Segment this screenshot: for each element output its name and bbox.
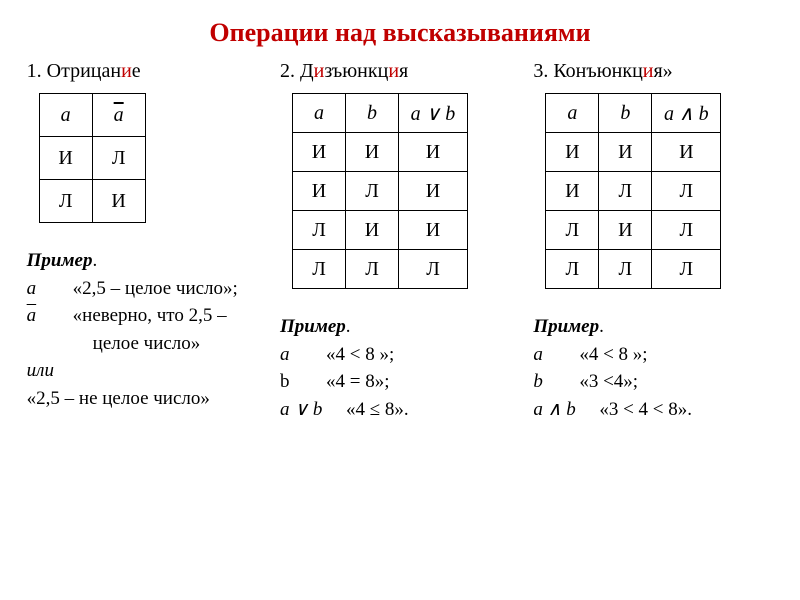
t3-r1r: Л [652, 172, 721, 211]
ex1-na-sym: a [27, 302, 73, 330]
col-negation: 1. Отрицание a a И Л Л И Пример. a «2,5 … [27, 60, 267, 423]
ex3-b-sym: b [533, 368, 579, 396]
t3-h-op: a ∧ b [652, 94, 721, 133]
t3-h-b: b [599, 94, 652, 133]
t1-r0-a: И [39, 137, 92, 180]
t2-r2r: И [398, 211, 467, 250]
example1: Пример. a «2,5 – целое число»; a «неверн… [27, 247, 267, 412]
ex1-or: или [27, 357, 267, 385]
t1-r1-a: Л [39, 180, 92, 223]
t2-h-a: a [292, 94, 345, 133]
t2-r1a: И [292, 172, 345, 211]
ex3-a-txt: «4 < 8 »; [579, 341, 647, 369]
t3-r0b: И [599, 133, 652, 172]
ex2-a-sym: a [280, 341, 326, 369]
table-conjunction: a b a ∧ b ИИИ ИЛЛ ЛИЛ ЛЛЛ [545, 93, 721, 289]
t2-r3a: Л [292, 250, 345, 289]
s1-red: и [121, 60, 132, 82]
t3-r3b: Л [599, 250, 652, 289]
example3: Пример. a «4 < 8 »; b «3 <4»; a ∧ b «3 <… [533, 313, 773, 423]
t2-r3b: Л [345, 250, 398, 289]
ex2-b-txt: «4 = 8»; [326, 368, 390, 396]
col-conjunction: 3. Конъюнкция» a b a ∧ b ИИИ ИЛЛ ЛИЛ ЛЛЛ… [533, 60, 773, 423]
ex3-r-sym: a ∧ b [533, 396, 599, 424]
t3-r1b: Л [599, 172, 652, 211]
ex3-a-sym: a [533, 341, 579, 369]
t3-r1a: И [546, 172, 599, 211]
t2-r2b: И [345, 211, 398, 250]
s2-pre: 2. Д [280, 60, 314, 82]
ex3-r-txt: «3 < 4 < 8». [599, 396, 692, 424]
t1-r0-na: Л [92, 137, 145, 180]
col-disjunction: 2. Дизъюнкция a b a ∨ b ИИИ ИЛИ ЛИИ ЛЛЛ … [280, 60, 520, 423]
ex2-r-txt: «4 ≤ 8». [346, 396, 409, 424]
columns-wrapper: 1. Отрицание a a И Л Л И Пример. a «2,5 … [0, 60, 800, 423]
s3-post: я» [653, 60, 672, 82]
t3-r2b: И [599, 211, 652, 250]
section1-label: 1. Отрицание [27, 60, 267, 83]
t2-h-op: a ∨ b [398, 94, 467, 133]
s1-pre: 1. Отрицан [27, 60, 121, 82]
ex1-a-txt: «2,5 – целое число»; [73, 275, 238, 303]
t3-r2r: Л [652, 211, 721, 250]
t2-r2a: Л [292, 211, 345, 250]
page-title: Операции над высказываниями [0, 0, 800, 60]
example2: Пример. a «4 < 8 »; b «4 = 8»; a ∨ b «4 … [280, 313, 520, 423]
ex1-na-txt2: целое число» [73, 330, 201, 358]
section2-label: 2. Дизъюнкция [280, 60, 520, 83]
t1-h-a: a [39, 94, 92, 137]
t3-r2a: Л [546, 211, 599, 250]
ex1-alt: «2,5 – не целое число» [27, 385, 267, 413]
t3-h-a: a [546, 94, 599, 133]
ex2-label: Пример [280, 316, 346, 337]
t2-h-b: b [345, 94, 398, 133]
t3-r3r: Л [652, 250, 721, 289]
ex3-label: Пример [533, 316, 599, 337]
ex1-na-txt1: «неверно, что 2,5 – [73, 302, 227, 330]
s2-red1: и [314, 60, 325, 82]
t2-r1r: И [398, 172, 467, 211]
s2-red2: и [388, 60, 399, 82]
table-negation: a a И Л Л И [39, 93, 146, 223]
t2-r3r: Л [398, 250, 467, 289]
t2-r0a: И [292, 133, 345, 172]
t2-r0r: И [398, 133, 467, 172]
ex2-b-sym: b [280, 368, 326, 396]
s2-post: я [399, 60, 408, 82]
ex2-a-txt: «4 < 8 »; [326, 341, 394, 369]
s2-mid: зъюнкц [324, 60, 388, 82]
s3-pre: 3. Конъюнкц [533, 60, 642, 82]
table-disjunction: a b a ∨ b ИИИ ИЛИ ЛИИ ЛЛЛ [292, 93, 468, 289]
t2-r1b: Л [345, 172, 398, 211]
t3-r3a: Л [546, 250, 599, 289]
ex2-r-sym: a ∨ b [280, 396, 346, 424]
t1-h-nota: a [92, 94, 145, 137]
s1-post: е [132, 60, 141, 82]
section3-label: 3. Конъюнкция» [533, 60, 773, 83]
ex3-b-txt: «3 <4»; [579, 368, 638, 396]
t3-r0a: И [546, 133, 599, 172]
t2-r0b: И [345, 133, 398, 172]
t3-r0r: И [652, 133, 721, 172]
s3-red: и [643, 60, 654, 82]
ex1-label: Пример [27, 250, 93, 271]
ex1-a-sym: a [27, 275, 73, 303]
t1-r1-na: И [92, 180, 145, 223]
